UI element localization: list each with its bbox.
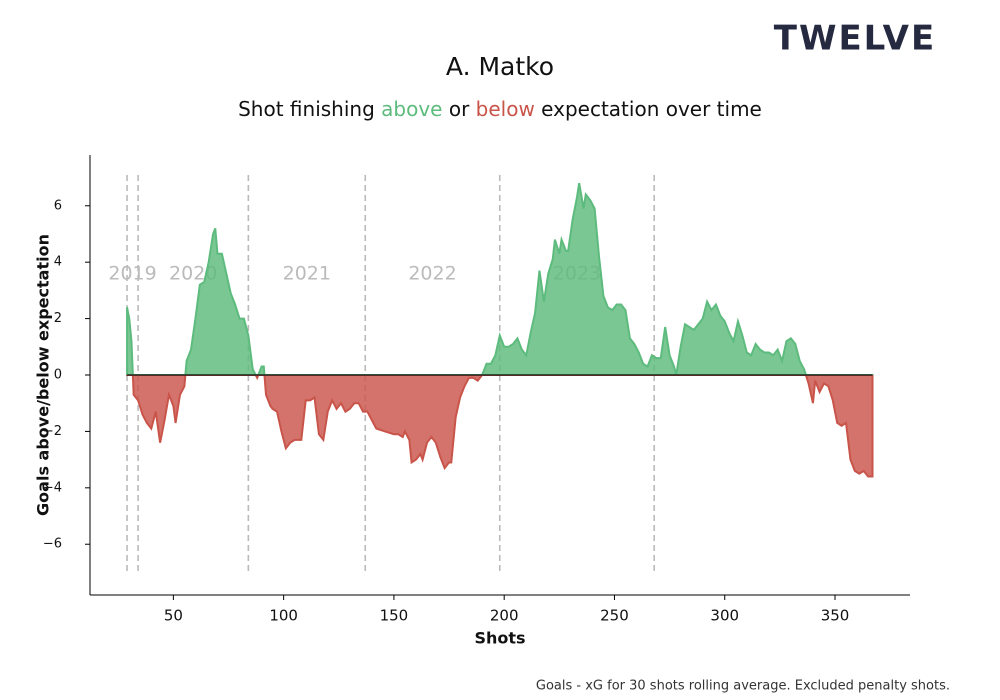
y-tick-label: 2 xyxy=(54,311,62,326)
x-tick-label: 150 xyxy=(380,607,409,625)
y-axis-label: Goals above/below expectation xyxy=(34,234,53,516)
chart-title: A. Matko xyxy=(446,52,554,81)
subtitle: Shot finishing above or below expectatio… xyxy=(238,97,762,121)
x-tick-label: 50 xyxy=(164,607,183,625)
area-above xyxy=(126,183,874,375)
logo: TWELVE xyxy=(774,19,936,59)
season-label: 2021 xyxy=(283,263,331,285)
season-label: 2019 xyxy=(108,263,156,285)
x-tick-label: 300 xyxy=(710,607,739,625)
x-axis-label: Shots xyxy=(474,629,525,648)
y-tick-label: 4 xyxy=(54,255,62,270)
subtitle-part: or xyxy=(449,97,470,121)
y-tick-label: −4 xyxy=(43,480,62,495)
y-tick-label: −6 xyxy=(43,537,62,552)
subtitle-below: below xyxy=(476,97,535,121)
footnote: Goals - xG for 30 shots rolling average.… xyxy=(536,679,950,694)
x-tick-label: 200 xyxy=(490,607,519,625)
subtitle-part: Shot finishing xyxy=(238,97,375,121)
x-tick-label: 350 xyxy=(821,607,850,625)
y-tick-label: −2 xyxy=(43,424,62,439)
x-tick-label: 250 xyxy=(600,607,629,625)
season-label: 2022 xyxy=(408,263,456,285)
subtitle-part: expectation over time xyxy=(541,97,762,121)
y-tick-label: 0 xyxy=(54,368,62,383)
y-tick-label: 6 xyxy=(54,198,62,213)
x-tick-label: 100 xyxy=(269,607,298,625)
subtitle-above: above xyxy=(381,97,442,121)
